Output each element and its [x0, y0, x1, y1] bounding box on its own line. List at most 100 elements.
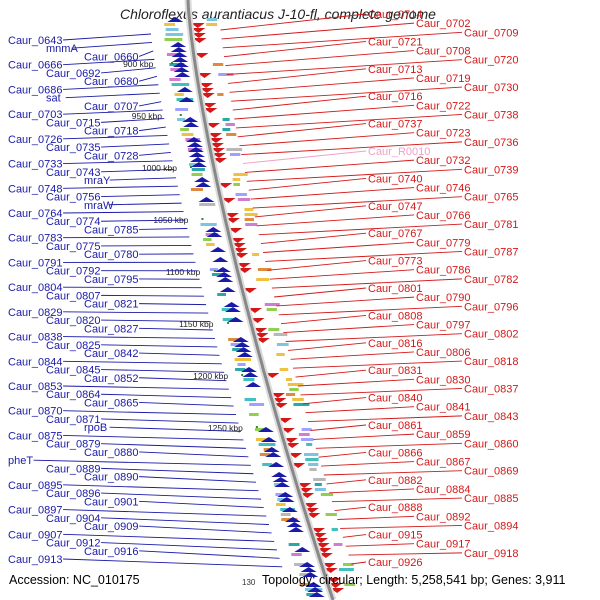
gene-label-left: pheT [8, 455, 33, 467]
gene-arrow [209, 143, 224, 148]
gene-arrow [207, 133, 222, 138]
gene-label-left: Caur_0845 [46, 365, 100, 377]
gene-arrow [211, 153, 226, 158]
gene-label-right: Caur_0732 [416, 155, 470, 167]
right-callout-lines [220, 13, 463, 565]
gene-label-right: Caur_0790 [416, 292, 470, 304]
callout-line [244, 159, 415, 173]
callout-line [109, 202, 182, 206]
track-block [206, 243, 215, 246]
callout-line [305, 406, 415, 414]
callout-line [260, 232, 367, 245]
gene-arrow [280, 428, 295, 433]
gene-label-left: Caur_0748 [8, 183, 62, 195]
gene-arrow [206, 123, 221, 128]
gene-label-right: Caur_0773 [368, 256, 422, 268]
gene-arrow [312, 533, 327, 538]
track-block [177, 118, 186, 121]
tick-mark [201, 218, 204, 220]
callout-line [139, 126, 166, 132]
callout-line [139, 476, 256, 483]
track-block [303, 453, 319, 456]
track-block [275, 493, 285, 496]
gene-arrow [225, 218, 240, 223]
track-block [209, 268, 218, 271]
gene-arrow [209, 247, 226, 252]
gene-label-right: Caur_0713 [368, 64, 422, 76]
track-block [285, 393, 296, 396]
gene-arrow [230, 238, 245, 243]
track-block [170, 68, 181, 71]
callout-line [348, 552, 463, 556]
backbone-line [186, 0, 335, 600]
gene-label-left: Caur_0715 [46, 117, 100, 129]
gene-label-right: Caur_0892 [416, 511, 470, 523]
track-block [235, 193, 247, 196]
gene-arrow [255, 338, 270, 343]
callout-line [101, 219, 186, 222]
gene-label-left: Caur_0901 [84, 496, 138, 508]
callout-line [248, 177, 367, 191]
gene-arrow [284, 517, 301, 522]
gene-label-left: Caur_0852 [84, 373, 138, 385]
gene-arrow [265, 452, 282, 457]
gene-arrow [228, 228, 243, 233]
gene-label-left: Caur_0879 [46, 439, 100, 451]
gene-arrow [173, 67, 190, 72]
callout-line [220, 13, 367, 31]
gene-arrow [263, 447, 280, 452]
callout-line [271, 278, 463, 289]
gene-label-left: Caur_0844 [8, 356, 62, 368]
callout-line [101, 467, 254, 475]
gene-arrow [200, 93, 215, 98]
gene-label-right: Caur_0917 [416, 539, 470, 551]
gene-arrow [232, 337, 249, 342]
gene-arrow [212, 257, 229, 262]
gene-label-right: Caur_0721 [368, 36, 422, 48]
track-block [165, 28, 179, 31]
gene-label-left: Caur_0775 [46, 241, 100, 253]
track-block [217, 293, 227, 296]
gene-label-left: Caur_0825 [46, 340, 100, 352]
tick-label: 1150 kbp [179, 319, 214, 329]
gene-arrow [206, 232, 223, 237]
callout-line [228, 68, 367, 84]
callout-line [63, 410, 237, 416]
gene-arrow [214, 267, 231, 272]
tick-label: 950 kbp [132, 111, 163, 121]
callout-line [295, 369, 367, 378]
callout-line [252, 196, 463, 209]
gene-arrow [178, 97, 195, 102]
callout-line [351, 561, 367, 565]
callout-line [138, 50, 154, 57]
track-block [320, 493, 334, 496]
track-block [232, 178, 241, 181]
gene-label-left: Caur_0807 [46, 290, 100, 302]
callout-line [63, 211, 184, 214]
track-block [313, 478, 326, 481]
track-block [306, 443, 313, 446]
gene-label-left: Caur_0764 [8, 208, 62, 220]
callout-line [109, 177, 177, 181]
callout-line [139, 228, 188, 230]
track-block [339, 568, 354, 571]
track-block [287, 383, 304, 386]
gene-arrow [278, 418, 293, 423]
tick-mark [171, 62, 174, 64]
track-block [228, 338, 240, 341]
gene-arrow [270, 393, 285, 398]
gene-arrow [265, 373, 280, 378]
callout-line [340, 525, 463, 529]
gene-arrow [186, 142, 203, 147]
gene-label-right: Caur_0722 [416, 100, 470, 112]
gene-arrow [278, 497, 295, 502]
track-block [344, 583, 356, 586]
callout-line [321, 461, 415, 467]
callout-line [63, 360, 222, 365]
track-block [244, 218, 254, 221]
track-block [300, 438, 314, 441]
callout-line [331, 497, 463, 503]
callout-line [237, 123, 367, 138]
gene-arrow [306, 513, 321, 518]
track-block [309, 468, 317, 471]
